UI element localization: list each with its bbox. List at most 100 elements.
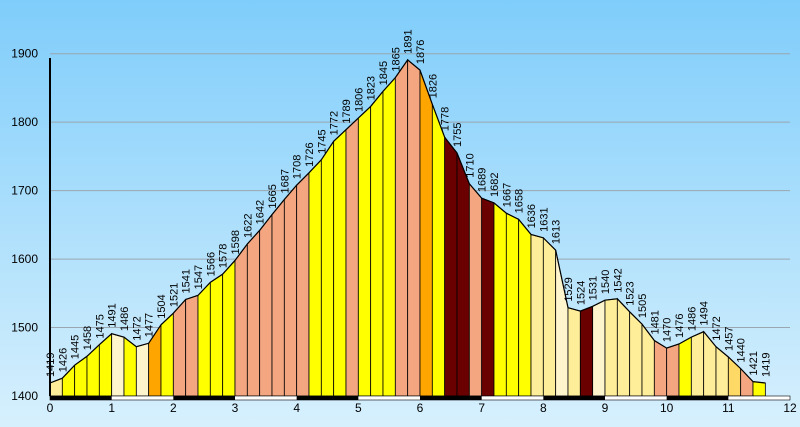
elevation-segment bbox=[579, 305, 594, 397]
data-label: 1481 bbox=[649, 310, 661, 334]
elevation-segment bbox=[604, 298, 618, 397]
elevation-segment bbox=[666, 343, 680, 397]
data-label: 1540 bbox=[600, 270, 612, 294]
data-label: 1494 bbox=[699, 301, 711, 325]
y-tick-label: 1800 bbox=[11, 115, 38, 129]
data-label: 1531 bbox=[588, 276, 600, 300]
x-tick-label: 6 bbox=[417, 401, 424, 415]
elevation-segment bbox=[481, 197, 495, 397]
data-label: 1523 bbox=[625, 281, 637, 305]
elevation-segment bbox=[246, 229, 261, 397]
elevation-line bbox=[49, 58, 766, 384]
data-label: 1778 bbox=[440, 107, 452, 131]
data-label: 1541 bbox=[181, 269, 193, 293]
y-tick-label: 1700 bbox=[11, 184, 38, 198]
data-label: 1547 bbox=[193, 265, 205, 289]
data-label: 1419 bbox=[760, 353, 772, 377]
elevation-segment bbox=[370, 90, 384, 397]
data-label: 1470 bbox=[662, 318, 674, 342]
x-axis-band bbox=[543, 396, 605, 400]
elevation-segment bbox=[444, 136, 458, 397]
elevation-segment bbox=[542, 236, 557, 397]
data-label: 1566 bbox=[205, 252, 217, 276]
y-tick-label: 1900 bbox=[11, 47, 38, 61]
elevation-segment bbox=[222, 259, 236, 397]
elevation-segment bbox=[197, 281, 211, 397]
data-label: 1789 bbox=[341, 99, 353, 123]
x-tick-label: 11 bbox=[722, 401, 735, 415]
x-tick-label: 3 bbox=[232, 401, 239, 415]
elevation-segment bbox=[185, 294, 199, 397]
elevation-segment bbox=[629, 310, 643, 397]
data-label: 1472 bbox=[131, 316, 143, 340]
elevation-segment bbox=[234, 242, 248, 397]
data-label: 1631 bbox=[538, 207, 550, 231]
elevation-segment bbox=[333, 128, 347, 397]
elevation-segment bbox=[308, 158, 322, 397]
data-label: 1440 bbox=[736, 338, 748, 362]
elevation-segment bbox=[690, 331, 705, 397]
elevation-segment bbox=[283, 184, 298, 397]
x-tick-label: 9 bbox=[602, 401, 609, 415]
data-label: 1578 bbox=[218, 244, 230, 268]
data-label: 1529 bbox=[563, 277, 575, 301]
data-label: 1542 bbox=[612, 268, 624, 292]
elevation-segment bbox=[209, 273, 224, 397]
x-tick-label: 5 bbox=[355, 401, 362, 415]
data-label: 1421 bbox=[748, 351, 760, 375]
data-label: 1476 bbox=[674, 313, 686, 337]
elevation-segment bbox=[505, 212, 520, 397]
data-label: 1472 bbox=[711, 316, 723, 340]
elevation-segment bbox=[653, 339, 668, 397]
data-label: 1477 bbox=[144, 313, 156, 337]
y-tick-label: 1400 bbox=[11, 389, 38, 403]
x-tick-label: 10 bbox=[660, 401, 674, 415]
data-label: 1445 bbox=[70, 335, 82, 359]
elevation-segment bbox=[271, 198, 285, 397]
elevation-segment bbox=[320, 140, 335, 397]
elevation-segment bbox=[518, 218, 532, 397]
x-axis-band bbox=[420, 396, 482, 400]
data-label: 1458 bbox=[82, 326, 94, 350]
elevation-segment bbox=[456, 152, 470, 397]
data-label: 1486 bbox=[119, 307, 131, 331]
elevation-segment bbox=[296, 171, 310, 397]
data-label: 1876 bbox=[415, 40, 427, 64]
data-label: 1504 bbox=[156, 294, 168, 318]
x-axis-band bbox=[296, 396, 359, 400]
data-label: 1710 bbox=[464, 153, 476, 177]
data-label: 1457 bbox=[723, 326, 735, 350]
data-label: 1521 bbox=[168, 283, 180, 307]
elevation-segment bbox=[468, 182, 483, 397]
elevation-segment bbox=[616, 297, 631, 397]
elevation-segment bbox=[345, 117, 359, 397]
elevation-segment bbox=[135, 342, 150, 397]
data-label: 1865 bbox=[390, 47, 402, 71]
elevation-segment bbox=[160, 312, 174, 397]
x-tick-label: 4 bbox=[293, 401, 300, 415]
x-tick-label: 1 bbox=[108, 401, 115, 415]
data-label: 1826 bbox=[427, 74, 439, 98]
data-label: 1687 bbox=[279, 169, 291, 193]
elevation-segment bbox=[357, 105, 372, 397]
x-tick-label: 8 bbox=[540, 401, 547, 415]
elevation-segment bbox=[394, 58, 409, 397]
data-label: 1745 bbox=[316, 129, 328, 153]
data-label: 1426 bbox=[57, 348, 69, 372]
data-label: 1891 bbox=[403, 29, 415, 53]
elevation-segment bbox=[493, 202, 507, 397]
data-label: 1772 bbox=[329, 111, 341, 135]
elevation-segment bbox=[752, 381, 766, 397]
data-label: 1689 bbox=[477, 168, 489, 192]
data-label: 1658 bbox=[514, 189, 526, 213]
elevation-segment bbox=[259, 213, 273, 397]
data-label: 1708 bbox=[292, 155, 304, 179]
data-label: 1806 bbox=[353, 88, 365, 112]
x-axis-band bbox=[173, 396, 235, 400]
elevation-segment bbox=[431, 104, 446, 397]
data-label: 1622 bbox=[242, 214, 254, 238]
elevation-segment bbox=[419, 69, 433, 397]
elevation-segment bbox=[592, 299, 606, 397]
